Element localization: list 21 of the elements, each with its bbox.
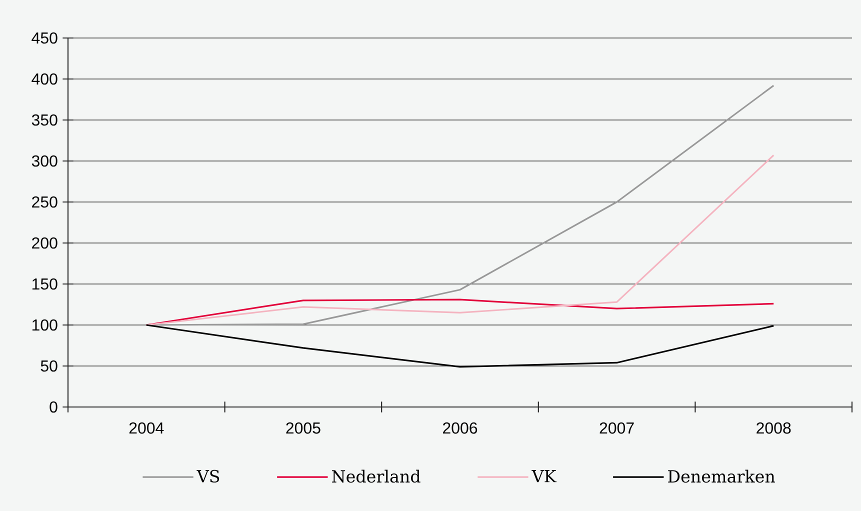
x-tick-label: 2006	[443, 422, 478, 434]
legend-label: VS	[196, 470, 220, 483]
y-tick-label: 300	[32, 155, 58, 167]
x-tick-label: 2008	[756, 422, 791, 434]
legend-label: Nederland	[332, 470, 420, 483]
y-tick-label: 450	[32, 32, 58, 44]
y-tick-label: 350	[32, 114, 58, 126]
x-tick-label: 2004	[129, 422, 164, 434]
y-tick-label: 0	[50, 401, 58, 413]
legend-label: VK	[532, 470, 556, 482]
y-tick-label: 200	[32, 237, 58, 249]
line-series	[146, 324, 774, 368]
y-tick-label: 100	[32, 319, 58, 331]
x-tick-label: 2005	[286, 422, 320, 434]
line-series	[146, 154, 774, 326]
y-tick-label: 50	[40, 360, 58, 372]
y-tick-label: 400	[32, 73, 58, 85]
y-tick-label: 250	[32, 196, 58, 208]
x-tick-label: 2007	[600, 422, 634, 434]
legend-label: Denemarken	[668, 470, 775, 483]
y-tick-label: 150	[32, 278, 58, 290]
